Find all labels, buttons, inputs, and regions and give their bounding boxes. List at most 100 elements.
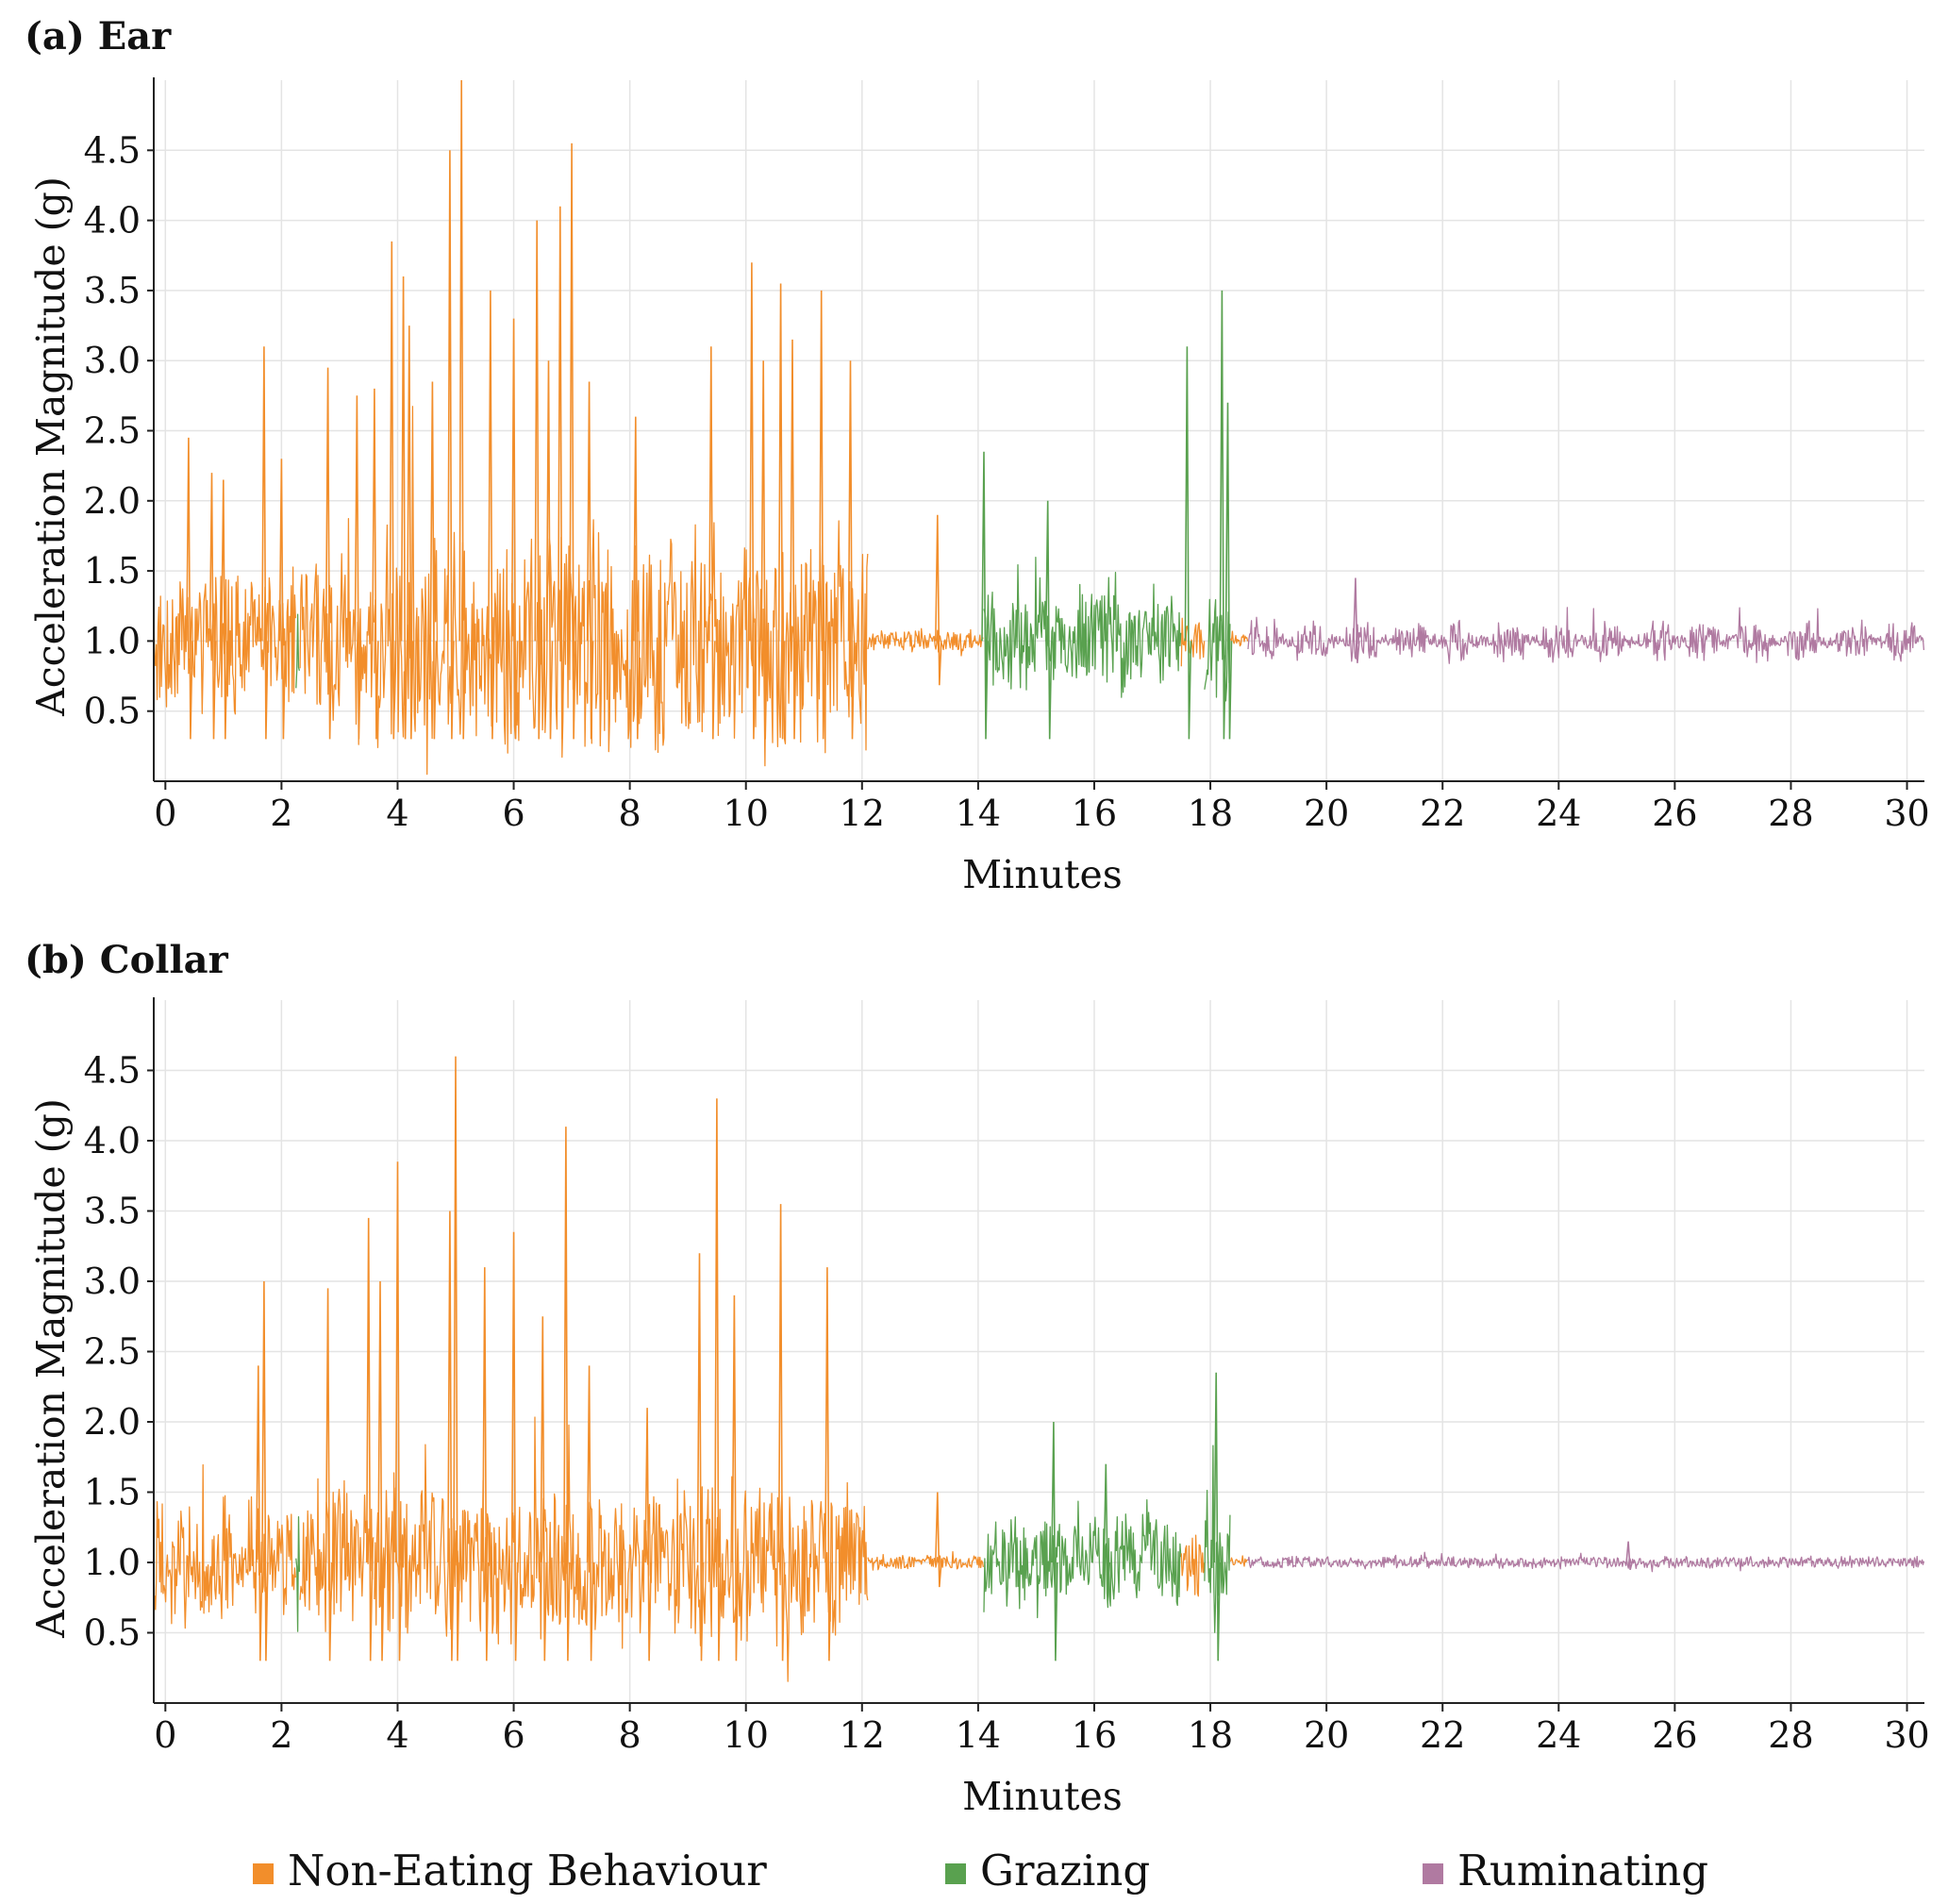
series-segment-non-eating — [1229, 630, 1249, 647]
data-peak — [394, 1161, 403, 1662]
legend-item-non-eating: Non-Eating Behaviour — [253, 1846, 767, 1896]
data-peak — [644, 1408, 652, 1662]
y-tick-label: 2.5 — [84, 1331, 141, 1373]
data-peak — [488, 290, 495, 740]
legend-item-ruminating: Ruminating — [1423, 1846, 1708, 1896]
legend-label: Grazing — [980, 1846, 1150, 1896]
data-peak — [935, 514, 942, 686]
y-axis-label: Acceleration Magnitude (g) — [28, 1098, 74, 1639]
data-peak — [221, 479, 228, 740]
data-peak — [458, 79, 466, 740]
series-segment-non-eating — [299, 518, 375, 745]
x-tick-label: 26 — [1652, 793, 1697, 834]
data-peak — [586, 381, 594, 740]
x-tick-label: 8 — [619, 793, 641, 834]
data-peak — [731, 1294, 740, 1662]
series-segment-non-eating — [867, 1550, 985, 1571]
y-tick-label: 4.0 — [84, 1120, 141, 1161]
data-peak — [208, 473, 217, 740]
data-peak — [1051, 1421, 1058, 1662]
x-tick-label: 4 — [386, 793, 408, 834]
series-segment-ruminating — [1247, 607, 1925, 664]
legend-item-grazing: Grazing — [945, 1846, 1150, 1896]
y-tick-label: 3.5 — [84, 270, 141, 311]
x-tick-label: 20 — [1304, 1714, 1349, 1756]
x-tick-label: 24 — [1536, 793, 1581, 834]
y-tick-label: 2.0 — [84, 480, 141, 522]
y-tick-label: 1.5 — [84, 1472, 141, 1513]
x-tick-label: 20 — [1304, 793, 1349, 834]
data-peak — [714, 1098, 722, 1662]
x-tick-label: 12 — [840, 1714, 885, 1756]
y-tick-label: 3.0 — [84, 340, 141, 381]
data-peak — [453, 1056, 460, 1662]
x-tick-label: 22 — [1420, 793, 1465, 834]
x-tick-label: 2 — [270, 1714, 292, 1756]
data-peak — [790, 339, 797, 740]
data-peak — [563, 1127, 571, 1662]
x-tick-label: 10 — [724, 1714, 769, 1756]
x-tick-label: 18 — [1188, 1714, 1233, 1756]
data-peak — [325, 1288, 333, 1662]
data-peak — [749, 262, 757, 740]
data-peak — [1219, 290, 1227, 740]
data-peak — [354, 395, 362, 740]
x-tick-label: 2 — [270, 793, 292, 834]
data-peak — [261, 346, 269, 740]
data-peak — [534, 220, 541, 740]
data-peak — [389, 241, 397, 740]
legend-swatch — [945, 1863, 966, 1884]
panel-collar: (b) Collar 0 2 4 6 8 10 12 14 16 18 20 22 24 26 28 300.… — [25, 938, 1930, 1819]
data-peak — [278, 459, 287, 740]
series-segment-grazing — [983, 1499, 1182, 1619]
y-tick-label: 2.5 — [84, 410, 141, 452]
data-peak — [1103, 1463, 1111, 1597]
series-segment-grazing — [1204, 598, 1231, 702]
panel-ear: (a) Ear 0 2 4 6 8 10 12 14 16 18 20 22 24 26 28 300.51.… — [25, 14, 1930, 897]
data-peak — [569, 142, 576, 740]
data-peak — [824, 1267, 832, 1662]
x-tick-label: 28 — [1768, 793, 1813, 834]
y-tick-label: 0.5 — [84, 1612, 141, 1654]
series-segment-non-eating — [1229, 1555, 1248, 1567]
data-peak — [256, 1365, 263, 1662]
x-tick-label: 0 — [154, 1714, 176, 1756]
y-tick-label: 3.5 — [84, 1191, 141, 1232]
data-peak — [586, 1365, 594, 1662]
series-segment-non-eating — [867, 627, 984, 657]
x-tick-label: 14 — [956, 793, 1001, 834]
series-segment-non-eating — [1180, 617, 1206, 667]
legend-swatch — [253, 1863, 274, 1884]
series-segment-non-eating — [374, 406, 869, 776]
x-axis-label: Minutes — [962, 1774, 1123, 1819]
legend-label: Ruminating — [1457, 1846, 1708, 1896]
legend-swatch — [1423, 1863, 1443, 1884]
x-tick-label: 16 — [1072, 793, 1117, 834]
x-tick-label: 14 — [956, 1714, 1001, 1756]
data-peak — [1224, 402, 1233, 740]
data-peak — [261, 1280, 269, 1662]
data-peak — [429, 381, 438, 740]
series-segment-grazing — [983, 557, 1182, 698]
data-peak — [377, 1280, 385, 1662]
data-peak — [818, 290, 826, 740]
data-peak — [696, 1253, 705, 1662]
data-peak — [186, 437, 193, 740]
data-peak — [482, 1267, 490, 1662]
x-tick-label: 12 — [840, 793, 885, 834]
data-peak — [1184, 346, 1192, 740]
x-tick-label: 24 — [1536, 1714, 1581, 1756]
x-tick-label: 0 — [154, 793, 176, 834]
series-segment-non-eating — [299, 1478, 375, 1632]
data-peak — [777, 1204, 786, 1662]
data-peak — [1213, 1372, 1221, 1662]
data-peak — [633, 416, 641, 740]
data-peak — [447, 150, 455, 740]
x-tick-label: 16 — [1072, 1714, 1117, 1756]
panel-title: (b) Collar — [25, 938, 229, 982]
data-peak — [365, 1217, 374, 1662]
data-peak — [400, 276, 408, 740]
panel-title: (a) Ear — [25, 14, 172, 58]
y-tick-label: 1.0 — [84, 620, 141, 661]
